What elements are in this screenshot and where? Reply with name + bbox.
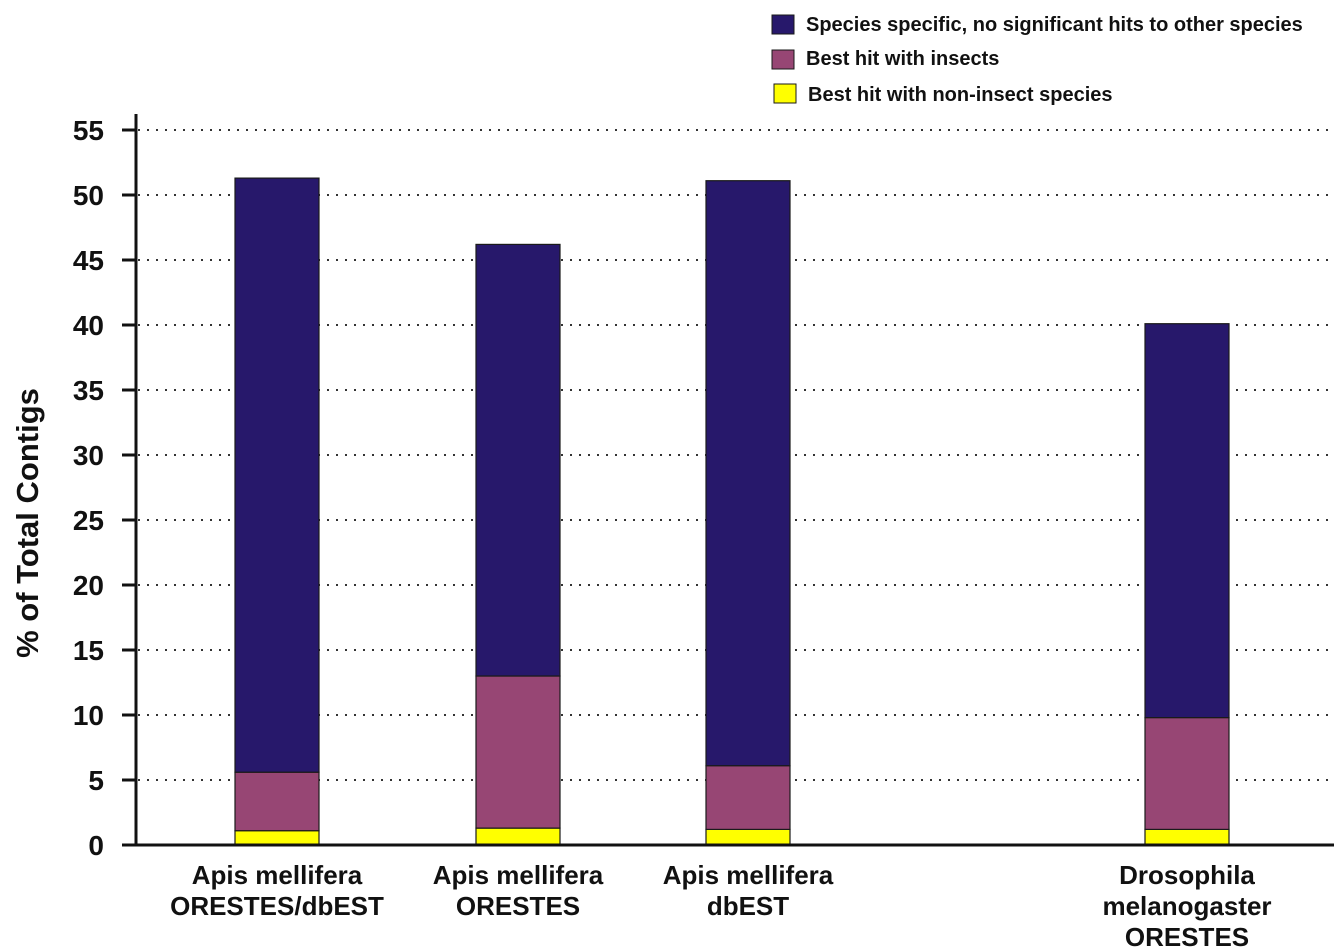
bars xyxy=(234,177,1230,846)
x-category-label: ORESTES/dbEST xyxy=(170,891,384,921)
y-tick-label: 50 xyxy=(73,180,104,211)
legend-label: Best hit with non-insect species xyxy=(808,84,1113,106)
y-tick-label: 40 xyxy=(73,310,104,341)
bar-segment xyxy=(475,243,561,677)
legend-label: Best hit with insects xyxy=(806,48,999,70)
x-category-label: Apis mellifera xyxy=(433,860,604,890)
bar-segment xyxy=(475,827,561,846)
bar-segment xyxy=(1144,716,1230,830)
y-tick-label: 0 xyxy=(88,830,104,861)
bar-segment xyxy=(705,828,791,846)
bar-segment xyxy=(705,180,791,767)
y-tick-label: 55 xyxy=(73,115,104,146)
y-tick-label: 15 xyxy=(73,635,104,666)
axes xyxy=(122,114,1334,847)
x-category-label: Drosophila xyxy=(1119,860,1255,890)
bar-segment xyxy=(705,765,791,831)
bar-segment xyxy=(1144,828,1230,846)
y-axis-title: % of Total Contigs xyxy=(10,388,45,658)
y-tick-label: 45 xyxy=(73,245,104,276)
legend-swatch xyxy=(773,83,797,104)
x-category-label: melanogaster xyxy=(1102,891,1271,921)
bar-segment xyxy=(234,830,320,846)
legend-swatch xyxy=(771,14,795,35)
y-ticks: 0 5 10 15 20 25 30 35 40 45 50 55 xyxy=(73,115,136,861)
x-category-label: Apis mellifera xyxy=(663,860,834,890)
legend: Species specific, no significant hits to… xyxy=(771,14,1303,106)
gridlines xyxy=(138,129,1334,781)
bar-segment xyxy=(1144,323,1230,719)
y-tick-label: 35 xyxy=(73,375,104,406)
bar-segment xyxy=(234,771,320,832)
y-tick-label: 25 xyxy=(73,505,104,536)
y-tick-label: 5 xyxy=(88,765,104,796)
x-category-label: Apis mellifera xyxy=(192,860,363,890)
legend-label: Species specific, no significant hits to… xyxy=(806,14,1303,36)
bar-segment xyxy=(475,675,561,829)
bar-segment xyxy=(234,177,320,773)
x-category-label: ORESTES xyxy=(456,891,580,921)
y-tick-label: 30 xyxy=(73,440,104,471)
legend-swatch xyxy=(771,49,795,70)
y-tick-label: 10 xyxy=(73,700,104,731)
x-category-label: dbEST xyxy=(707,891,789,921)
x-category-label: ORESTES xyxy=(1125,922,1249,950)
y-tick-label: 20 xyxy=(73,570,104,601)
